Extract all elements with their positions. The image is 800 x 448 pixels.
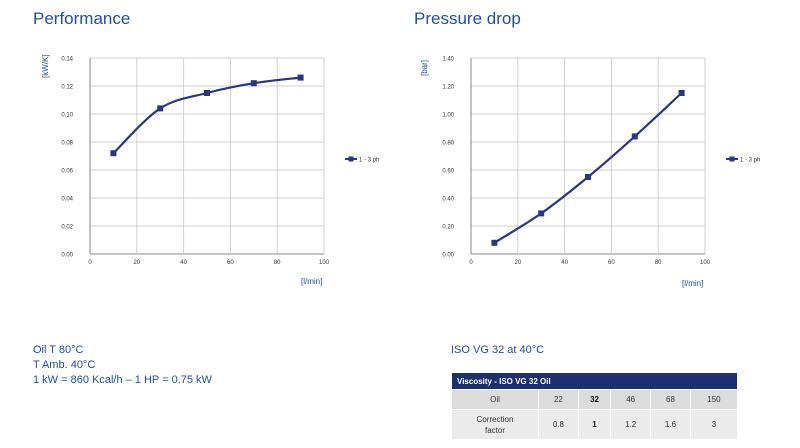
pressure-y-tick-label: 1.40: [442, 57, 454, 63]
pressure-drop-title: Pressure drop: [414, 9, 521, 28]
performance-data-point: [157, 105, 164, 112]
notes-block: Oil T 80°C T Amb. 40°C 1 kW = 860 Kcal/h…: [33, 343, 212, 388]
table-cell: 150: [689, 389, 739, 410]
performance-x-unit: [l/min]: [301, 277, 323, 286]
correction-label-b: factor: [484, 425, 505, 435]
table-cell: 1: [577, 409, 612, 440]
table-cell: 1.2: [610, 409, 652, 440]
pressure-x-tick-label: 20: [514, 260, 521, 266]
performance-x-tick-label: 80: [274, 260, 281, 266]
pressure-y-tick-label: 0.40: [442, 197, 454, 203]
pressure-y-tick-label: 0.80: [442, 141, 454, 147]
table-cell: 46: [610, 389, 652, 410]
table-cell: 3: [689, 409, 739, 440]
pressure-x-tick-label: 0: [469, 260, 473, 266]
performance-legend-marker: [348, 156, 354, 162]
pressure-legend-label: 1 - 3 ph: [740, 158, 760, 164]
performance-x-tick-label: 40: [180, 260, 187, 266]
pressure-data-point: [538, 210, 545, 217]
performance-x-tick-label: 0: [88, 260, 92, 266]
table-cell: 1.6: [650, 409, 691, 440]
performance-x-tick-label: 60: [227, 260, 234, 266]
pressure-y-tick-label: 0.20: [442, 225, 454, 231]
pressure-y-tick-label: 0.00: [442, 253, 454, 259]
table-row: Correction factor 0.8 1 1.2 1.6 3: [451, 409, 739, 440]
table-row: Oil 22 32 46 68 150: [451, 389, 739, 410]
viscosity-table: Viscosity - ISO VG 32 Oil Oil 22 32 46 6…: [451, 372, 739, 440]
performance-y-tick-label: 0.08: [61, 141, 73, 147]
performance-y-tick-label: 0.10: [61, 113, 73, 119]
table-cell: 32: [577, 389, 612, 410]
pressure-x-tick-label: 80: [655, 260, 662, 266]
performance-y-tick-label: 0.02: [61, 225, 73, 231]
pressure-data-point: [585, 174, 591, 180]
table-cell: 0.8: [538, 409, 579, 440]
performance-x-tick-label: 20: [133, 260, 140, 266]
performance-data-point: [250, 80, 257, 87]
performance-y-tick-label: 0.04: [61, 197, 73, 203]
table-header-row: Viscosity - ISO VG 32 Oil: [451, 372, 738, 390]
pressure-x-tick-label: 60: [608, 260, 615, 266]
pressure-legend-marker: [729, 156, 735, 162]
note-ambient-temp: T Amb. 40°C: [33, 359, 96, 371]
correction-label-a: Correction: [476, 414, 514, 424]
performance-y-tick-label: 0.14: [61, 57, 73, 63]
table-header: Viscosity - ISO VG 32 Oil: [451, 372, 738, 390]
performance-data-point: [204, 90, 210, 96]
viscosity-title: ISO VG 32 at 40°C: [451, 344, 545, 356]
note-unit-conversion: 1 kW = 860 Kcal/h – 1 HP = 0.75 kW: [33, 374, 212, 386]
pressure-y-tick-label: 1.20: [442, 85, 454, 91]
performance-title: Performance: [33, 9, 131, 28]
performance-y-tick-label: 0.12: [61, 85, 73, 91]
pressure-y-tick-label: 1.00: [442, 113, 454, 119]
pressure-x-tick-label: 100: [700, 260, 711, 266]
pressure-data-point: [631, 133, 638, 140]
table-cell: Correction factor: [451, 409, 539, 440]
performance-data-point: [110, 150, 117, 157]
performance-data-point: [297, 74, 304, 81]
performance-y-tick-label: 0.00: [61, 253, 73, 259]
pressure-data-point: [678, 90, 685, 96]
table-cell: Oil: [451, 389, 539, 410]
pressure-x-unit: [l/min]: [682, 279, 704, 288]
performance-legend-label: 1 - 3 ph: [359, 158, 379, 164]
performance-x-tick-label: 100: [319, 260, 330, 266]
note-oil-temp: Oil T 80°C: [33, 344, 84, 356]
pressure-y-tick-label: 0.60: [442, 169, 454, 175]
table-cell: 68: [650, 389, 691, 410]
pressure-x-tick-label: 40: [561, 260, 568, 266]
performance-y-tick-label: 0.06: [61, 169, 73, 175]
pressure-data-point: [491, 239, 498, 246]
table-cell: 22: [538, 389, 579, 410]
pressure-series-line: [493, 92, 683, 244]
